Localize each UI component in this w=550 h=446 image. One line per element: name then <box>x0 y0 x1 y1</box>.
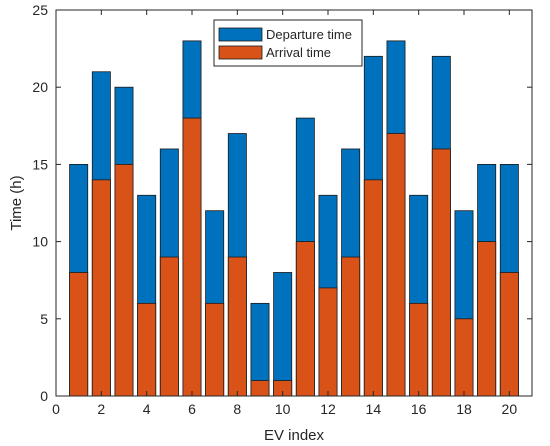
bar-arrival-14 <box>363 179 383 397</box>
bar-arrival-20 <box>499 272 519 397</box>
x-tick-label-2: 2 <box>97 401 105 417</box>
y-tick-label-25: 25 <box>32 2 48 18</box>
legend-swatch-arrival <box>218 45 263 60</box>
bar-arrival-19 <box>477 241 497 397</box>
plot-border <box>55 9 533 397</box>
y-tick-label-10: 10 <box>32 234 48 250</box>
legend: Departure time Arrival time <box>213 19 363 67</box>
x-tick-label-8: 8 <box>233 401 241 417</box>
bars-layer <box>69 40 519 397</box>
y-tick-label-20: 20 <box>32 79 48 95</box>
x-tick-label-14: 14 <box>366 401 382 417</box>
legend-label-arrival: Arrival time <box>266 45 331 60</box>
y-axis-label: Time (h) <box>8 175 25 230</box>
bar-arrival-1 <box>69 272 89 397</box>
bar-arrival-18 <box>454 318 474 397</box>
x-tick-label-20: 20 <box>502 401 518 417</box>
x-axis: 0 2 4 6 8 10 12 14 16 18 20 <box>52 10 517 417</box>
x-tick-label-12: 12 <box>320 401 336 417</box>
bar-arrival-12 <box>318 287 338 397</box>
legend-swatch-departure <box>218 27 263 42</box>
bar-arrival-13 <box>341 256 361 397</box>
plot-area <box>56 10 532 396</box>
y-axis: 0 5 10 15 20 25 <box>32 2 532 404</box>
y-tick-label-5: 5 <box>40 311 48 327</box>
bar-arrival-16 <box>409 302 429 397</box>
y-tick-label-0: 0 <box>40 388 48 404</box>
bar-arrival-8 <box>227 256 247 397</box>
bar-arrival-9 <box>250 380 270 397</box>
bar-arrival-4 <box>137 302 157 397</box>
x-tick-label-18: 18 <box>456 401 472 417</box>
x-tick-label-0: 0 <box>52 401 60 417</box>
bar-arrival-7 <box>205 302 225 397</box>
bar-departure-10 <box>273 272 293 397</box>
bar-arrival-3 <box>114 163 134 397</box>
y-tick-label-15: 15 <box>32 156 48 172</box>
bar-arrival-5 <box>159 256 179 397</box>
bar-arrival-11 <box>295 241 315 397</box>
bar-arrival-17 <box>431 148 451 397</box>
x-tick-label-16: 16 <box>411 401 427 417</box>
legend-label-departure: Departure time <box>266 27 352 42</box>
x-axis-label: EV index <box>264 427 325 444</box>
bar-arrival-15 <box>386 133 406 397</box>
bar-arrival-6 <box>182 117 202 397</box>
bar-arrival-2 <box>91 179 111 397</box>
x-tick-label-4: 4 <box>143 401 151 417</box>
x-tick-label-6: 6 <box>188 401 196 417</box>
x-tick-label-10: 10 <box>275 401 291 417</box>
